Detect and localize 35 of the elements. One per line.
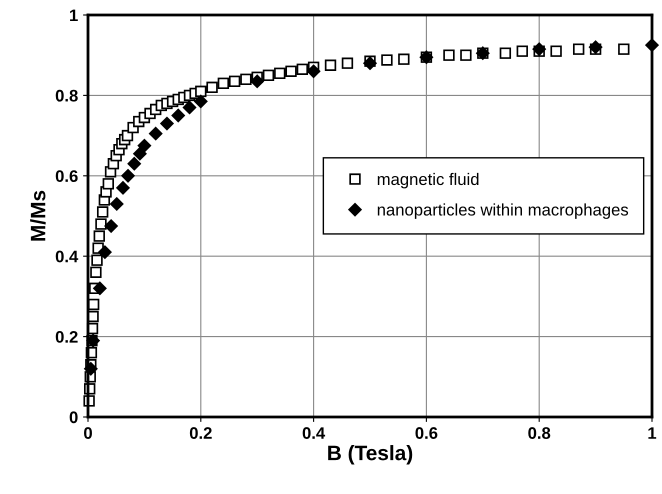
point bbox=[363, 56, 377, 70]
point bbox=[93, 282, 107, 296]
point bbox=[588, 40, 602, 54]
y-tick-label: 0.2 bbox=[56, 331, 78, 343]
x-tick-label: 0 bbox=[84, 427, 92, 439]
point bbox=[250, 74, 264, 88]
point bbox=[116, 181, 130, 195]
x-tick-label: 0.4 bbox=[302, 427, 326, 439]
x-tick-label: 1 bbox=[648, 427, 656, 439]
point bbox=[133, 146, 147, 160]
legend-label: magnetic fluid bbox=[378, 172, 478, 188]
legend-label: nanoparticles within macrophages bbox=[378, 203, 628, 219]
x-tick-label: 0.8 bbox=[528, 427, 550, 439]
point bbox=[182, 100, 196, 114]
y-tick-label: 0.8 bbox=[56, 90, 78, 102]
y-axis-title: M/Ms bbox=[30, 190, 46, 241]
point bbox=[121, 169, 135, 183]
x-tick-label: 0.2 bbox=[190, 427, 212, 439]
y-tick-label: 0 bbox=[70, 411, 78, 424]
point bbox=[306, 64, 320, 78]
point bbox=[98, 245, 112, 259]
point bbox=[160, 116, 174, 130]
point bbox=[194, 94, 208, 108]
point bbox=[172, 108, 185, 122]
point bbox=[532, 42, 546, 56]
point bbox=[110, 197, 124, 211]
point bbox=[128, 157, 141, 170]
point bbox=[138, 138, 152, 152]
y-tick-label: 0.6 bbox=[56, 170, 78, 182]
y-tick-label: 1 bbox=[70, 10, 78, 22]
x-tick-label: 0.6 bbox=[415, 427, 438, 439]
point bbox=[104, 219, 118, 233]
point bbox=[148, 126, 162, 140]
y-tick-label: 0.4 bbox=[56, 250, 78, 262]
x-axis-title: B (Tesla) bbox=[328, 445, 412, 464]
